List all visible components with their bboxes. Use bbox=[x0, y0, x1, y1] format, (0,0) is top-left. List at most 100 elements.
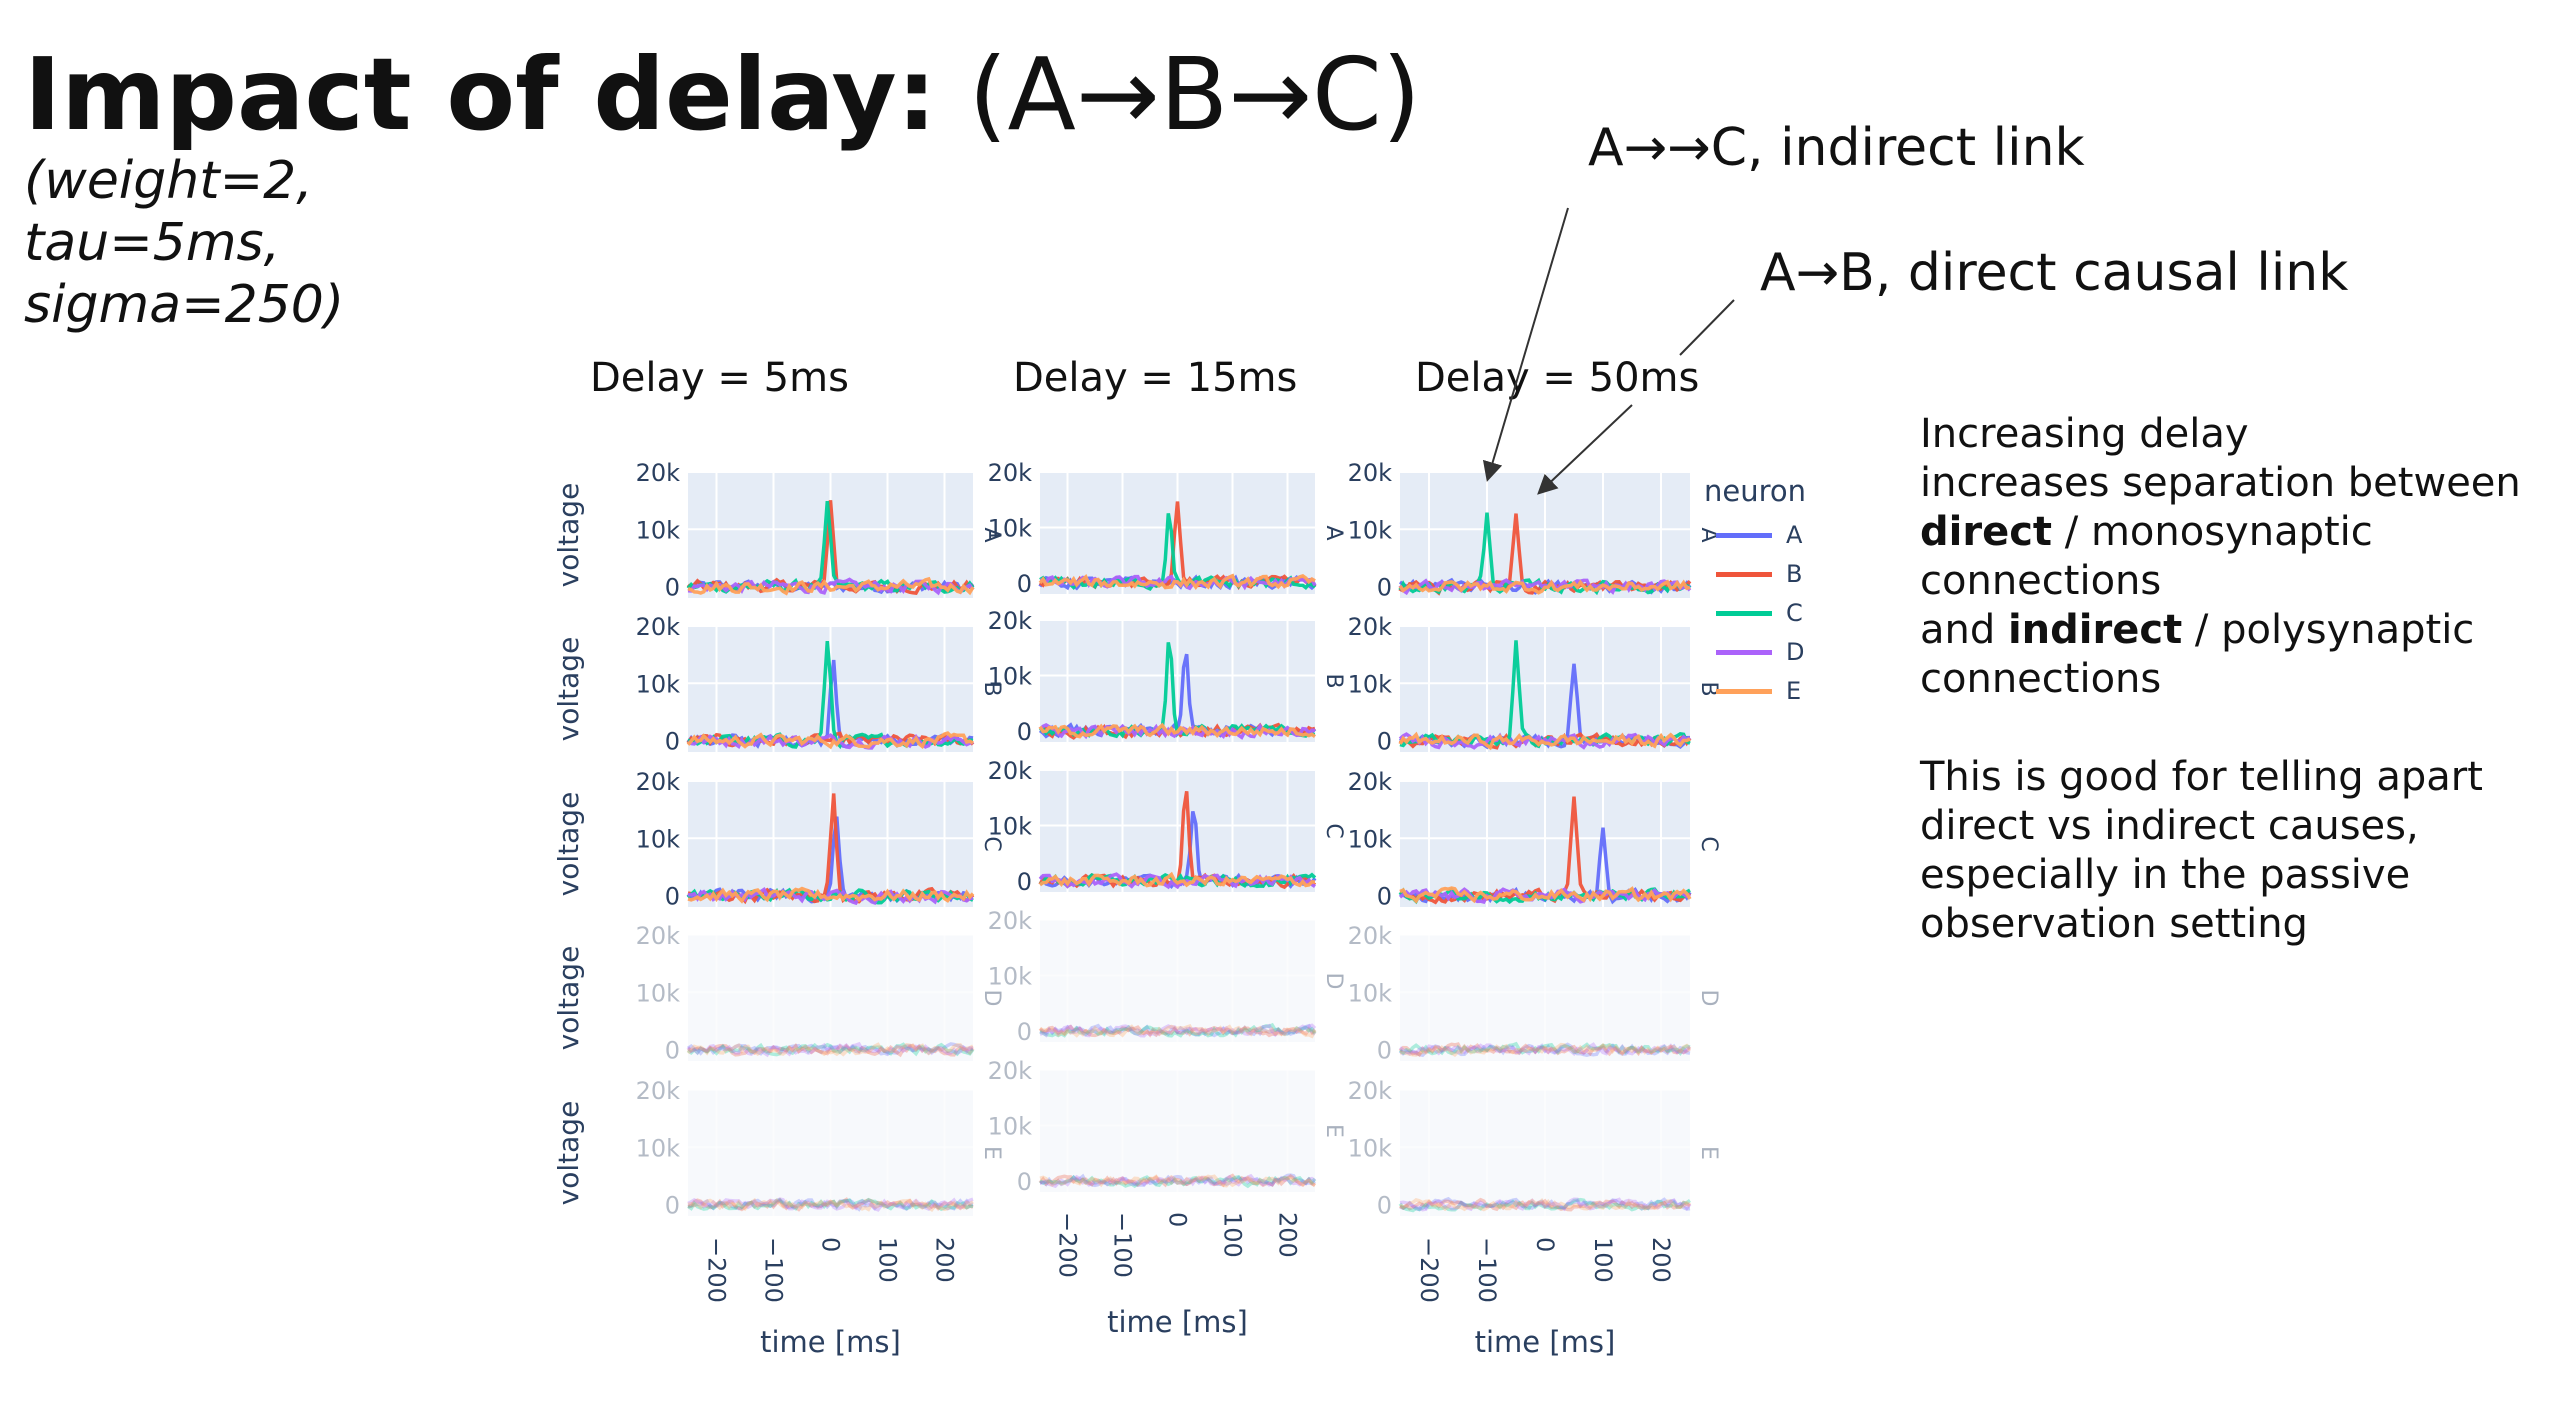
arrow-indirect bbox=[1482, 207, 1569, 482]
y-tick-label: 10k bbox=[636, 516, 681, 544]
series-line-a bbox=[1039, 1023, 1317, 1038]
facet-C-chart1: 0 10k 20k voltage C bbox=[552, 768, 1004, 911]
y-tick-label: 10k bbox=[1348, 516, 1393, 544]
series-line-a bbox=[1398, 1042, 1691, 1058]
y-tick-label: 10k bbox=[1348, 825, 1393, 853]
slide-title-rest: (A→B→C) bbox=[936, 36, 1421, 153]
x-axis-title: time [ms] bbox=[760, 1325, 901, 1359]
explanation-text: Increasing delay increases separation be… bbox=[1920, 410, 2521, 949]
x-tick-label: 0 bbox=[1531, 1237, 1559, 1252]
series-line-b bbox=[687, 1043, 975, 1058]
x-tick-label: −200 bbox=[1415, 1237, 1443, 1303]
legend-item-c[interactable]: C bbox=[1716, 598, 1803, 628]
param-sigma: sigma=250) bbox=[24, 275, 345, 335]
series-line-c bbox=[1039, 1174, 1317, 1189]
y-tick-label: 10k bbox=[636, 1134, 681, 1162]
series-line-d bbox=[1399, 1197, 1692, 1212]
x-axis-title: time [ms] bbox=[1475, 1325, 1616, 1359]
y-tick-label: 0 bbox=[1017, 1168, 1032, 1196]
y-axis-title: voltage bbox=[552, 1101, 585, 1206]
facet-label: D bbox=[979, 990, 1004, 1007]
series-line-e bbox=[1399, 1197, 1691, 1212]
y-tick-label: 0 bbox=[665, 574, 680, 602]
series-line-a bbox=[687, 1198, 974, 1212]
y-tick-label: 20k bbox=[636, 1077, 681, 1105]
x-tick-label: −200 bbox=[703, 1237, 731, 1303]
series-line-d bbox=[687, 1197, 974, 1212]
x-tick-label: 0 bbox=[1164, 1212, 1192, 1227]
series-line-d bbox=[1038, 872, 1316, 890]
facet-E-chart2: 0 10k 20k E bbox=[988, 1057, 1346, 1196]
chart-title-delay-50: Delay = 50ms bbox=[1415, 355, 1700, 401]
x-tick-label: 0 bbox=[817, 1237, 845, 1252]
series-line-e bbox=[1039, 1023, 1317, 1039]
facet-B-chart2: 0 10k 20k B bbox=[988, 607, 1346, 746]
series-line-e bbox=[1038, 722, 1317, 739]
facet-label: E bbox=[1321, 1124, 1346, 1138]
facet-B-chart3: 0 10k 20k B bbox=[1348, 613, 1721, 756]
series-line-b bbox=[687, 1197, 974, 1212]
series-line-e bbox=[1398, 731, 1691, 751]
y-tick-label: 20k bbox=[636, 459, 681, 487]
y-tick-label: 20k bbox=[1348, 613, 1393, 641]
x-tick-label: 100 bbox=[1219, 1212, 1247, 1258]
y-axis-title: voltage bbox=[552, 637, 585, 742]
y-tick-label: 0 bbox=[1377, 1192, 1392, 1220]
y-tick-label: 0 bbox=[1377, 574, 1392, 602]
y-tick-label: 0 bbox=[1017, 1018, 1032, 1046]
y-tick-label: 10k bbox=[988, 514, 1033, 542]
y-tick-label: 20k bbox=[1348, 922, 1393, 950]
y-tick-label: 20k bbox=[1348, 768, 1393, 796]
series-line-e bbox=[686, 1042, 974, 1057]
facet-E-chart3: 0 10k 20k E bbox=[1348, 1077, 1721, 1220]
y-tick-label: 20k bbox=[1348, 459, 1393, 487]
series-line-d bbox=[1398, 1042, 1692, 1057]
legend-item-d[interactable]: D bbox=[1716, 637, 1804, 667]
y-tick-label: 10k bbox=[988, 662, 1033, 690]
series-line-e bbox=[687, 576, 975, 596]
explain-line-9: especially in the passive bbox=[1920, 852, 2411, 898]
y-tick-label: 0 bbox=[665, 1192, 680, 1220]
legend-title: neuron bbox=[1704, 474, 1807, 508]
series-line-c bbox=[1398, 1197, 1692, 1213]
y-tick-label: 20k bbox=[988, 1057, 1033, 1085]
series-line-d bbox=[1039, 1023, 1317, 1038]
explain-line-2: increases separation between bbox=[1920, 460, 2521, 506]
legend-item-a[interactable]: A bbox=[1716, 520, 1802, 550]
facet-label: A bbox=[979, 527, 1004, 542]
annotation-direct-link: A→B, direct causal link bbox=[1760, 243, 2349, 303]
facet-label: B bbox=[1321, 673, 1346, 688]
param-tau: tau=5ms, bbox=[24, 213, 281, 273]
explain-line-4: connections bbox=[1920, 558, 2162, 604]
y-tick-label: 0 bbox=[1017, 868, 1032, 896]
facet-label: C bbox=[1321, 823, 1346, 838]
series-line-e bbox=[687, 1197, 974, 1212]
facet-D-chart2: 0 10k 20k D bbox=[988, 907, 1346, 1046]
legend-item-b[interactable]: B bbox=[1716, 559, 1802, 589]
y-tick-label: 10k bbox=[1348, 670, 1393, 698]
annotation-indirect-link: A→→C, indirect link bbox=[1588, 118, 2085, 178]
series-line-c bbox=[1039, 1022, 1317, 1038]
series-line-a bbox=[1039, 1173, 1317, 1188]
series-line-e bbox=[1399, 1042, 1692, 1057]
y-tick-label: 0 bbox=[1017, 718, 1032, 746]
series-line-a bbox=[687, 1042, 974, 1057]
parameters-block: (weight=2, tau=5ms, sigma=250) bbox=[24, 150, 344, 336]
facet-A-chart1: 0 10k 20k voltage A bbox=[552, 459, 1004, 602]
facet-E-chart1: 0 10k 20k voltage E bbox=[552, 1077, 1004, 1220]
arrow-direct-upper bbox=[1679, 299, 1735, 356]
y-tick-label: 20k bbox=[988, 459, 1033, 487]
y-tick-label: 20k bbox=[988, 607, 1033, 635]
series-line-e bbox=[1399, 886, 1692, 904]
facet-D-chart1: 0 10k 20k voltage D bbox=[552, 922, 1004, 1065]
facet-A-chart2: 0 10k 20k A bbox=[988, 459, 1346, 598]
series-line-d bbox=[686, 1041, 973, 1058]
legend-item-e[interactable]: E bbox=[1716, 676, 1801, 706]
explain-line-8: direct vs indirect causes, bbox=[1920, 803, 2419, 849]
y-tick-label: 10k bbox=[1348, 1134, 1393, 1162]
series-line-b bbox=[1038, 1024, 1317, 1038]
facet-label: A bbox=[1696, 527, 1721, 542]
facet-label: B bbox=[979, 681, 1004, 696]
